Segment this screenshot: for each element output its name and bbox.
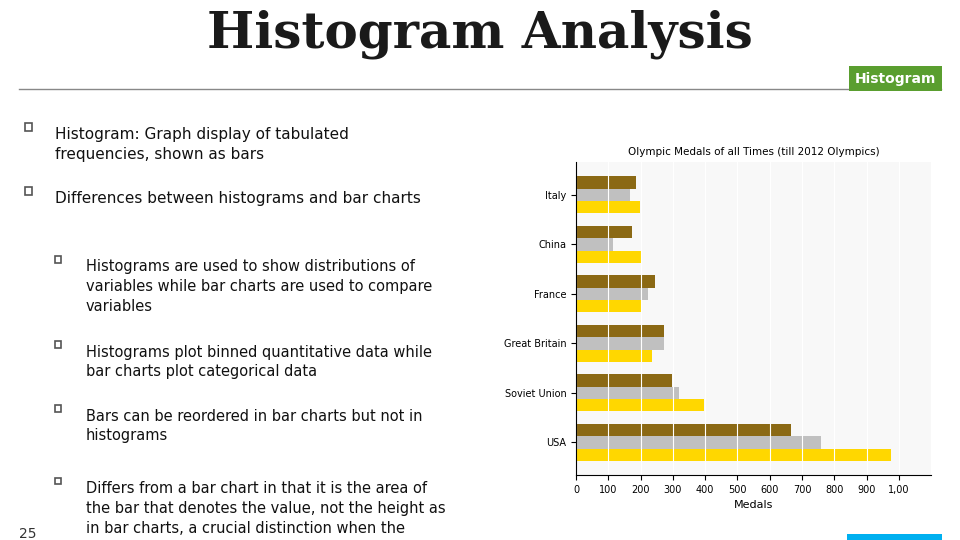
Text: Histogram: Histogram (854, 71, 936, 85)
FancyBboxPatch shape (56, 478, 61, 484)
FancyBboxPatch shape (56, 256, 61, 262)
Bar (576, 251, 641, 263)
Bar (576, 300, 641, 313)
Bar (576, 424, 791, 436)
Bar (576, 288, 648, 300)
Bar (576, 387, 679, 399)
Bar (576, 226, 632, 238)
Text: Histogram Analysis: Histogram Analysis (207, 9, 753, 59)
Bar (576, 188, 630, 201)
Text: Histograms plot binned quantitative data while
bar charts plot categorical data: Histograms plot binned quantitative data… (86, 345, 432, 380)
Text: Differences between histograms and bar charts: Differences between histograms and bar c… (56, 191, 421, 206)
Bar (576, 449, 891, 461)
Bar (576, 238, 613, 251)
X-axis label: Medals: Medals (733, 501, 774, 510)
Bar (576, 349, 652, 362)
Bar (576, 201, 640, 213)
FancyBboxPatch shape (25, 123, 32, 131)
Bar (576, 399, 704, 411)
Text: Histogram: Graph display of tabulated
frequencies, shown as bars: Histogram: Graph display of tabulated fr… (56, 127, 349, 162)
Title: Olympic Medals of all Times (till 2012 Olympics): Olympic Medals of all Times (till 2012 O… (628, 147, 879, 157)
Bar (576, 275, 656, 288)
FancyBboxPatch shape (56, 341, 61, 348)
FancyBboxPatch shape (56, 406, 61, 412)
Text: Differs from a bar chart in that it is the area of
the bar that denotes the valu: Differs from a bar chart in that it is t… (86, 481, 445, 540)
Text: Histograms are used to show distributions of
variables while bar charts are used: Histograms are used to show distribution… (86, 259, 432, 314)
Bar (576, 337, 663, 349)
Bar (576, 176, 636, 188)
Bar (576, 325, 663, 337)
Text: 25: 25 (19, 527, 36, 540)
Bar (576, 436, 821, 449)
FancyBboxPatch shape (25, 187, 32, 195)
Text: Bars can be reordered in bar charts but not in
histograms: Bars can be reordered in bar charts but … (86, 409, 422, 443)
Bar (576, 374, 672, 387)
